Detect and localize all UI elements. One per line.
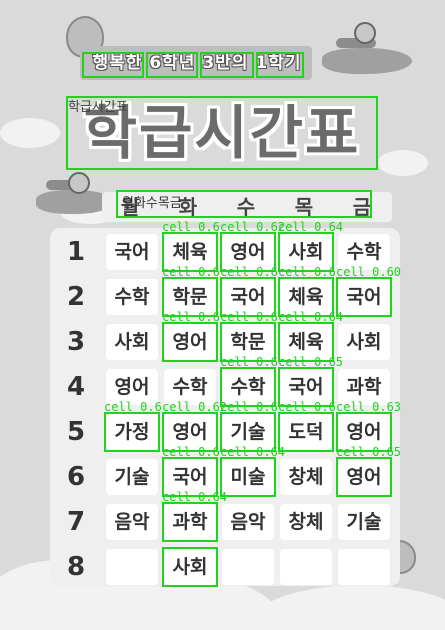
timetable-cell: 국어 <box>106 234 158 270</box>
timetable-cell <box>338 549 390 585</box>
cell-score-label: cell 0.6 <box>220 355 278 369</box>
timetable-cell: 체육 <box>164 234 216 270</box>
cell-score-label: cell 0.64 <box>278 220 344 234</box>
timetable-cell <box>222 549 274 585</box>
timetable-cell: 수학 <box>106 279 158 315</box>
timetable-cell: 음악 <box>106 504 158 540</box>
cell-score-label: cell 0.64 <box>162 490 228 504</box>
child-icon <box>354 22 376 44</box>
cell-score-label: cell 0.6 <box>104 400 162 414</box>
timetable-cell: 영어 <box>164 324 216 360</box>
cell-score-label: cell 0.64 <box>278 310 344 324</box>
title-caption: 학급시간표 <box>68 100 128 115</box>
timetable-cell: 영어 <box>338 459 390 495</box>
timetable-cell: 사회 <box>338 324 390 360</box>
timetable-cell: 사회 <box>280 234 332 270</box>
cell-score-label: cell 0.62 <box>220 220 286 234</box>
cell-score-label: cell 0.60 <box>336 265 402 279</box>
airplane-wing-icon <box>46 180 80 190</box>
airplane-wing-icon <box>336 38 376 48</box>
cell-score-label: cell 0.6 <box>162 265 220 279</box>
timetable-cell: 과학 <box>338 369 390 405</box>
timetable-cell: 국어 <box>222 279 274 315</box>
timetable-cell: 체육 <box>280 324 332 360</box>
cell-score-label: cell 0.6 <box>220 310 278 324</box>
timetable-cell: 가정 <box>106 414 158 450</box>
period-number: 5 <box>66 417 86 447</box>
timetable-cell: 기술 <box>106 459 158 495</box>
cell-score-label: cell 0.63 <box>336 400 402 414</box>
timetable-cell: 체육 <box>280 279 332 315</box>
period-number: 6 <box>66 462 86 492</box>
timetable-cell: 음악 <box>222 504 274 540</box>
timetable-cell: 학문 <box>164 279 216 315</box>
cell-score-label: cell 0.6 <box>278 400 336 414</box>
cell-score-label: cell 0.65 <box>336 445 402 459</box>
timetable-cell: 수학 <box>164 369 216 405</box>
page-title: 학급시간표 <box>83 99 361 167</box>
timetable-cell: 국어 <box>338 279 390 315</box>
day-tuesday: 화 <box>178 195 198 219</box>
timetable-cell: 영어 <box>338 414 390 450</box>
timetable-cell: 기술 <box>338 504 390 540</box>
cloud-shape <box>0 118 60 148</box>
period-number: 7 <box>66 507 86 537</box>
day-wednesday: 수 <box>236 195 256 219</box>
timetable-cell: 영어 <box>222 234 274 270</box>
timetable-cell: 사회 <box>106 324 158 360</box>
period-number: 1 <box>66 237 86 267</box>
timetable-cell: 영어 <box>106 369 158 405</box>
timetable-cell <box>106 549 158 585</box>
cell-score-label: cell 0.6 <box>162 220 220 234</box>
day-friday: 금 <box>352 195 372 219</box>
cell-score-label: cell 0.6 <box>220 265 278 279</box>
period-number: 3 <box>66 327 86 357</box>
timetable-cell: 국어 <box>164 459 216 495</box>
cell-score-label: cell 0.62 <box>162 400 228 414</box>
child-icon <box>68 172 90 194</box>
cloud-shape <box>250 585 445 630</box>
cell-score-label: cell 0.64 <box>220 445 286 459</box>
timetable-cell: 과학 <box>164 504 216 540</box>
cell-score-label: cell 0.6 <box>162 310 220 324</box>
cloud-shape <box>378 150 428 176</box>
subtitle: 행복한 6학년 3반의 1학기 <box>92 53 302 73</box>
cell-score-label: cell 0.6 <box>278 265 336 279</box>
timetable-cell: 수학 <box>222 369 274 405</box>
period-number: 4 <box>66 372 86 402</box>
airplane-icon <box>36 190 114 214</box>
timetable-cell: 기술 <box>222 414 274 450</box>
cell-score-label: cell 0.6 <box>162 445 220 459</box>
timetable-cell: 미술 <box>222 459 274 495</box>
timetable-cell: 수학 <box>338 234 390 270</box>
timetable-cell: 도덕 <box>280 414 332 450</box>
day-monday: 월 <box>120 195 140 219</box>
period-number: 8 <box>66 552 86 582</box>
cell-score-label: cell 0.65 <box>278 355 344 369</box>
cell-score-label: cell 0.6 <box>220 400 278 414</box>
day-header-caption: 월화수목금 <box>122 196 182 211</box>
airplane-icon <box>322 48 412 74</box>
timetable-cell <box>280 549 332 585</box>
timetable-cell: 사회 <box>164 549 216 585</box>
timetable-cell: 학문 <box>222 324 274 360</box>
timetable-cell: 창체 <box>280 504 332 540</box>
timetable-cell: 창체 <box>280 459 332 495</box>
day-thursday: 목 <box>294 195 314 219</box>
timetable-cell: 영어 <box>164 414 216 450</box>
period-number: 2 <box>66 282 86 312</box>
timetable-cell: 국어 <box>280 369 332 405</box>
